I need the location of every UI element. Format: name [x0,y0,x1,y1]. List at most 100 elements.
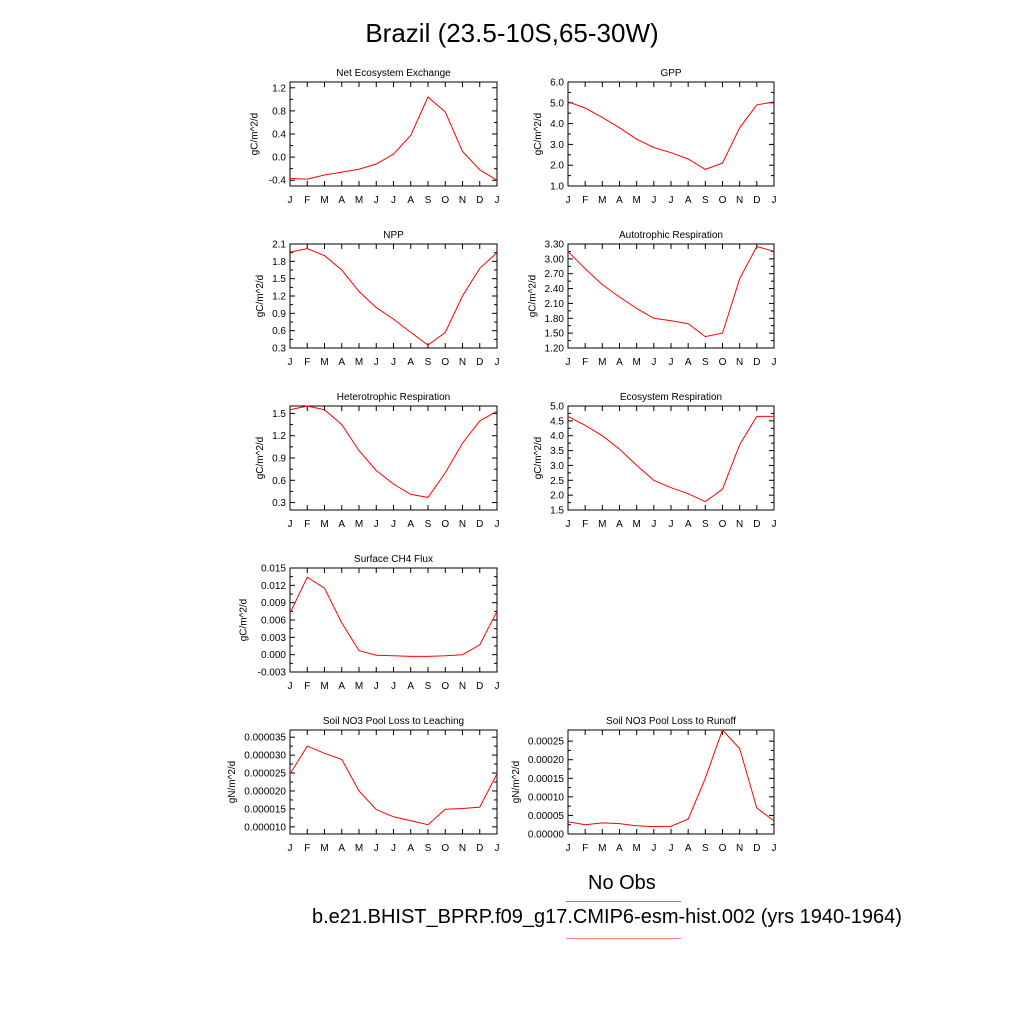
x-tick-label: O [719,195,727,206]
series-line [567,729,775,828]
x-tick-label: J [772,519,777,530]
y-tick-label: 0.000035 [244,733,286,744]
x-tick-label: J [651,357,656,368]
y-axis-label: gN/m^2/d [511,761,522,804]
x-tick-label: J [566,519,571,530]
y-axis-label: gC/m^2/d [255,437,266,480]
x-tick-label: J [669,843,674,854]
y-tick-label: 3.00 [545,254,565,265]
x-tick-label: D [753,519,760,530]
x-tick-label: M [355,843,363,854]
chart-title: NPP [383,230,404,241]
x-tick-label: S [425,519,432,530]
series-line [289,248,498,346]
x-tick-label: A [338,195,345,206]
x-tick-label: A [407,195,414,206]
x-tick-label: A [685,519,692,530]
x-tick-label: J [391,843,396,854]
chart-title: Net Ecosystem Exchange [336,68,451,79]
y-axis-label: gC/m^2/d [528,275,539,318]
y-tick-label: 2.70 [545,269,565,280]
y-tick-label: 1.2 [272,83,286,94]
x-tick-label: M [320,681,328,692]
x-tick-label: M [320,357,328,368]
y-tick-label: 1.80 [545,314,565,325]
y-tick-label: 3.5 [550,446,564,457]
chart-title: Autotrophic Respiration [619,230,723,241]
chart-title: Soil NO3 Pool Loss to Runoff [606,716,736,727]
x-tick-label: O [441,357,449,368]
y-tick-label: 3.0 [550,140,564,151]
x-tick-label: N [736,195,743,206]
x-tick-label: J [374,357,379,368]
chart-panel-5: Heterotrophic Respiration 0.3 0.6 0.9 1.2 1.5… [255,392,499,530]
y-tick-label: 4.5 [550,416,564,427]
x-tick-label: O [441,195,449,206]
y-tick-label: -0.003 [258,668,287,679]
y-axis-label: gC/m^2/d [255,275,266,318]
x-tick-label: O [719,843,727,854]
y-tick-label: 1.5 [272,409,286,420]
x-tick-label: M [598,519,606,530]
x-tick-label: J [391,195,396,206]
y-tick-label: 0.000015 [244,804,286,815]
x-tick-label: M [632,357,640,368]
x-tick-label: N [459,357,466,368]
y-tick-label: 0.00000 [528,830,565,841]
x-tick-label: F [304,681,310,692]
y-tick-label: 0.6 [272,326,286,337]
page-title: Brazil (23.5-10S,65-30W) [365,18,659,48]
y-tick-label: 5.0 [550,402,564,413]
x-tick-label: A [616,195,623,206]
y-tick-label: 0.9 [272,454,286,465]
y-tick-label: 0.015 [261,564,286,575]
y-tick-label: 0.012 [261,581,286,592]
y-tick-label: 2.0 [550,491,564,502]
x-tick-label: M [632,843,640,854]
x-tick-label: O [441,843,449,854]
x-tick-label: J [288,195,293,206]
chart-panel-4: Autotrophic Respiration 1.20 1.50 1.80 2.10 2… [528,230,777,368]
chart-title: Heterotrophic Respiration [337,392,450,403]
x-tick-label: J [772,357,777,368]
x-tick-label: A [338,519,345,530]
y-tick-label: 0.000025 [244,769,286,780]
chart-panel-1: Net Ecosystem Exchange-0.40.00.40.81.2J F… [250,68,500,206]
x-tick-label: A [407,357,414,368]
x-tick-label: F [304,195,310,206]
x-tick-label: J [391,357,396,368]
x-tick-label: J [288,519,293,530]
y-tick-label: 3.30 [545,240,565,251]
x-tick-label: J [651,843,656,854]
x-tick-label: M [598,843,606,854]
x-tick-label: M [355,681,363,692]
x-tick-label: D [476,357,483,368]
y-tick-label: 0.6 [272,476,286,487]
x-tick-label: A [616,357,623,368]
plot-frame [289,405,498,511]
x-tick-label: A [685,843,692,854]
y-tick-label: 0.4 [272,130,286,141]
x-tick-label: O [719,357,727,368]
x-tick-label: A [407,843,414,854]
plot-frame [567,405,775,511]
chart-title: Soil NO3 Pool Loss to Leaching [323,716,464,727]
x-tick-label: O [719,519,727,530]
y-tick-label: 0.000030 [244,751,286,762]
legend-obs-label: No Obs [588,872,656,894]
x-tick-label: S [702,519,709,530]
x-tick-label: J [669,357,674,368]
x-tick-label: S [425,357,432,368]
y-tick-label: 1.0 [550,182,564,193]
x-tick-label: F [582,195,588,206]
chart-title: GPP [660,68,681,79]
x-tick-label: A [616,843,623,854]
chart-panel-6: Ecosystem Respiration 1.5 2.0 2.5 3.0 3.5 4.0 4… [533,392,776,530]
x-tick-label: J [772,843,777,854]
x-tick-label: N [459,519,466,530]
y-tick-label: 2.5 [550,476,564,487]
y-tick-label: 2.10 [545,299,565,310]
x-tick-label: D [476,519,483,530]
y-tick-label: 6.0 [550,78,564,89]
